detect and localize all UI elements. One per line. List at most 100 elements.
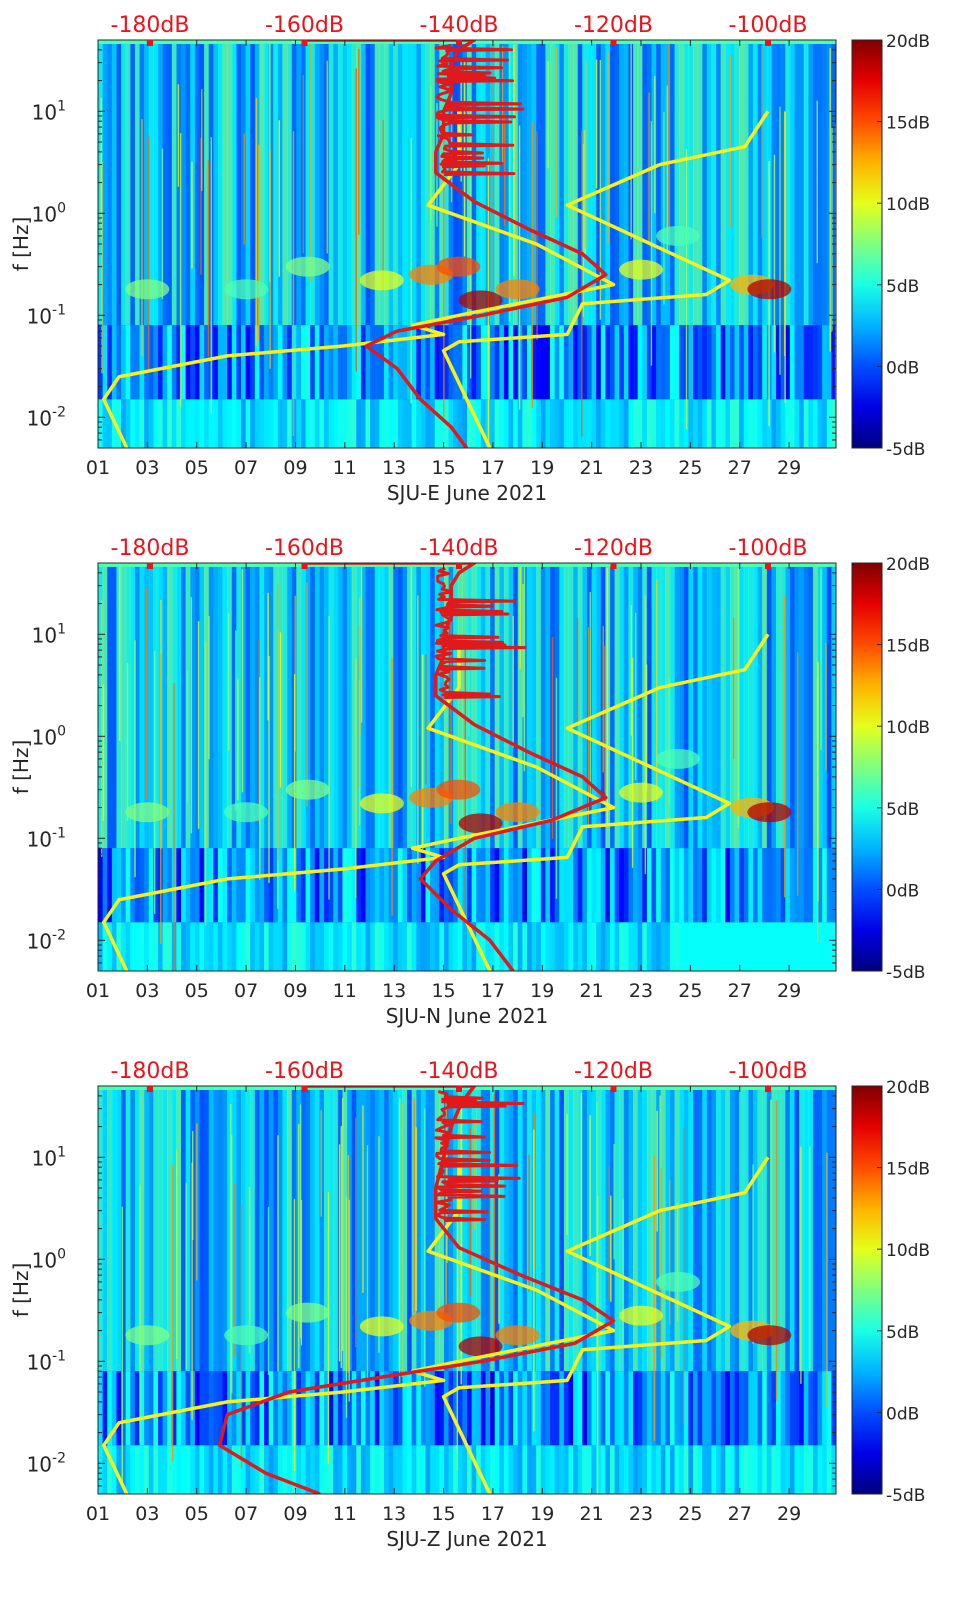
heatmap-column: [430, 1445, 436, 1494]
heatmap-spike: [362, 1105, 364, 1293]
heatmap-column: [453, 848, 459, 923]
heatmap-column: [425, 1371, 431, 1446]
heatmap-column: [351, 848, 357, 923]
x-tick-label: 07: [234, 980, 258, 1002]
heatmap-column: [402, 399, 408, 448]
heatmap-column: [204, 1086, 210, 1372]
y-tick-base: 10: [27, 827, 52, 851]
heatmap-column: [748, 1371, 754, 1446]
x-tick-label: 15: [431, 457, 455, 479]
heatmap-spike: [729, 55, 732, 228]
heatmap-column: [157, 40, 164, 326]
heatmap-column: [102, 1086, 108, 1372]
heatmap-column: [485, 922, 491, 971]
heatmap-column: [803, 1086, 809, 1372]
heatmap-column: [573, 1371, 579, 1446]
heatmap-column: [121, 325, 127, 400]
heatmap-column: [264, 325, 270, 400]
heatmap-column: [808, 40, 814, 326]
heatmap-column: [411, 563, 417, 849]
heatmap-column: [494, 40, 500, 326]
heatmap-spike: [491, 40, 493, 313]
heatmap-column: [153, 1371, 159, 1446]
heatmap-column: [453, 1371, 459, 1446]
x-tick-label: 15: [431, 1503, 455, 1525]
heatmap-column: [725, 325, 731, 400]
heatmap-column: [554, 1445, 560, 1494]
heatmap-column: [300, 1445, 307, 1494]
heatmap-column: [287, 325, 293, 400]
heatmap-column: [199, 399, 205, 448]
heatmap-column: [752, 922, 759, 971]
heatmap-column: [503, 922, 510, 971]
heatmap-column: [328, 1445, 334, 1494]
heatmap-spike: [327, 1191, 330, 1465]
heatmap-spike: [630, 605, 632, 736]
top-axis-db-label: -120dB: [574, 536, 653, 561]
heatmap-column: [822, 1086, 828, 1372]
heatmap-column: [776, 40, 782, 326]
y-tick-exponent: 0: [57, 723, 66, 739]
heatmap-column: [789, 563, 796, 849]
heatmap-column: [277, 399, 284, 448]
heatmap-column: [314, 40, 320, 326]
heatmap-column: [545, 922, 551, 971]
heatmap-column: [107, 848, 113, 923]
heatmap-column: [693, 399, 699, 448]
heatmap-column: [559, 1086, 565, 1372]
heatmap-column: [181, 1371, 187, 1446]
top-axis-db-tick: [456, 1086, 462, 1092]
top-axis-db-label: -180dB: [111, 1059, 190, 1084]
colorbar-label: 0dB: [886, 881, 919, 901]
heatmap-column: [812, 1371, 819, 1446]
heatmap-spike: [248, 1186, 251, 1354]
heatmap-column: [144, 1371, 150, 1446]
heatmap-column: [430, 40, 436, 326]
heatmap-column: [794, 40, 800, 326]
heatmap-column: [757, 563, 763, 849]
heatmap-column: [153, 325, 159, 400]
yellow-curve-low-model: [101, 634, 616, 971]
heatmap-spike: [430, 87, 432, 221]
heatmap-column: [559, 399, 565, 448]
heatmap-column: [111, 563, 118, 849]
heatmap-column: [665, 922, 671, 971]
heatmap-column: [268, 1371, 274, 1446]
heatmap-column: [734, 40, 740, 326]
heatmap-column: [416, 399, 422, 448]
heatmap-spike: [826, 1152, 828, 1409]
heatmap-column: [407, 399, 413, 448]
y-tick-label: 100: [32, 723, 66, 749]
heatmap-column: [720, 325, 726, 400]
heatmap-column: [729, 922, 736, 971]
heatmap-column: [609, 325, 616, 400]
heatmap-spike: [340, 1126, 342, 1368]
heatmap-column: [817, 325, 823, 400]
heatmap-spike: [355, 68, 357, 372]
heatmap-column: [259, 1086, 265, 1372]
heatmap-column: [448, 1086, 454, 1372]
heatmap-spike: [179, 133, 182, 408]
heatmap-spike: [493, 1093, 496, 1362]
heatmap-column: [240, 1086, 247, 1372]
heatmap-column: [448, 922, 454, 971]
heatmap-column: [213, 1445, 219, 1494]
heatmap-spike: [345, 1197, 348, 1418]
x-tick-label: 21: [580, 457, 604, 479]
heatmap-column: [688, 848, 694, 923]
heatmap-column: [605, 325, 611, 400]
heatmap-column: [646, 922, 653, 971]
heatmap-column: [259, 1371, 265, 1446]
heatmap-column: [227, 1086, 233, 1372]
heatmap-spike: [595, 59, 598, 189]
heatmap-column: [720, 40, 726, 326]
heatmap-column: [563, 563, 570, 849]
heatmap-column: [430, 922, 436, 971]
heatmap-spike: [366, 1145, 369, 1381]
heatmap-column: [812, 40, 819, 326]
heatmap-column: [287, 848, 293, 923]
heatmap-column: [240, 325, 247, 400]
x-axis-label: SJU-E June 2021: [387, 481, 547, 505]
heatmap-column: [434, 325, 440, 400]
heatmap-column: [176, 848, 182, 923]
